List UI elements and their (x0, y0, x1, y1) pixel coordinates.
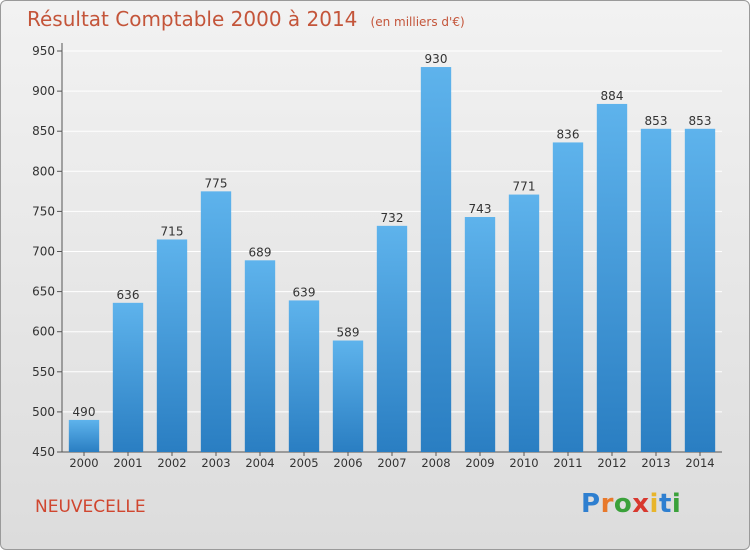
data-label: 775 (205, 176, 228, 190)
y-tick-label: 500 (32, 405, 55, 419)
chart-title: Résultat Comptable 2000 à 2014 (27, 7, 358, 31)
x-tick-label: 2007 (377, 456, 406, 470)
data-label: 884 (601, 89, 624, 103)
x-tick-label: 2010 (509, 456, 538, 470)
logo-letter: o (613, 489, 633, 519)
x-tick-labels: 2000 2001 2002 2003 2004 2005 2006 2007 2008 2009… (69, 452, 715, 470)
bar (640, 128, 672, 452)
y-tick-label: 950 (32, 44, 55, 58)
x-tick-label: 2006 (333, 456, 362, 470)
bar (420, 67, 452, 452)
logo-letter: i (671, 489, 682, 519)
y-tick-label: 450 (32, 445, 55, 459)
bar (508, 194, 540, 453)
bar (596, 103, 628, 452)
x-tick-label: 2004 (245, 456, 274, 470)
data-label: 639 (293, 285, 316, 299)
y-tick-labels: 450 500 550 600 650 700 750 800 850 900 950 (32, 44, 55, 459)
x-tick-label: 2003 (201, 456, 230, 470)
bar (684, 128, 716, 452)
x-tick-label: 2008 (421, 456, 450, 470)
data-label: 930 (425, 52, 448, 66)
x-tick-label: 2009 (465, 456, 494, 470)
proxiti-logo: Proxiti (581, 489, 681, 519)
bar (156, 239, 188, 452)
town-name: NEUVECELLE (35, 497, 146, 517)
logo-letter: i (649, 489, 659, 519)
y-tick-label: 850 (32, 124, 55, 138)
data-label: 743 (469, 202, 492, 216)
y-tick-label: 650 (32, 285, 55, 299)
data-label: 732 (381, 211, 404, 225)
bar (552, 142, 584, 453)
bar (200, 191, 232, 452)
x-tick-label: 2014 (685, 456, 714, 470)
x-tick-label: 2002 (157, 456, 186, 470)
data-label: 771 (513, 180, 536, 194)
data-label: 490 (73, 405, 96, 419)
title-row: Résultat Comptable 2000 à 2014 (en milli… (27, 7, 465, 31)
bar (288, 300, 320, 452)
bar (332, 340, 364, 452)
data-label: 715 (161, 224, 184, 238)
y-tick-label: 800 (32, 164, 55, 178)
bar (112, 302, 144, 452)
bar (464, 217, 496, 452)
y-tick-label: 600 (32, 325, 55, 339)
bar (68, 419, 100, 452)
x-tick-label: 2005 (289, 456, 318, 470)
data-label: 836 (557, 127, 580, 141)
x-tick-label: 2000 (69, 456, 98, 470)
x-tick-label: 2011 (553, 456, 582, 470)
data-label: 853 (645, 114, 668, 128)
logo-letter: r (600, 489, 614, 519)
y-tick-label: 550 (32, 365, 55, 379)
logo-letter: x (632, 489, 650, 519)
bars (68, 67, 716, 453)
data-labels: 490 636 715 775 689 639 589 732 930 743 771 836 884 8… (73, 52, 712, 419)
data-label: 589 (337, 326, 360, 340)
data-label: 689 (249, 245, 272, 259)
logo-letter: t (658, 489, 672, 519)
bar (244, 260, 276, 452)
x-tick-label: 2012 (597, 456, 626, 470)
y-tick-label: 900 (32, 84, 55, 98)
y-tick-label: 750 (32, 204, 55, 218)
bar (376, 225, 408, 452)
data-label: 853 (689, 114, 712, 128)
x-tick-label: 2013 (641, 456, 670, 470)
x-tick-label: 2001 (113, 456, 142, 470)
chart-subtitle: (en milliers d'€) (370, 15, 465, 29)
data-label: 636 (117, 288, 140, 302)
logo-letter: P (581, 489, 601, 519)
y-tick-label: 700 (32, 245, 55, 259)
